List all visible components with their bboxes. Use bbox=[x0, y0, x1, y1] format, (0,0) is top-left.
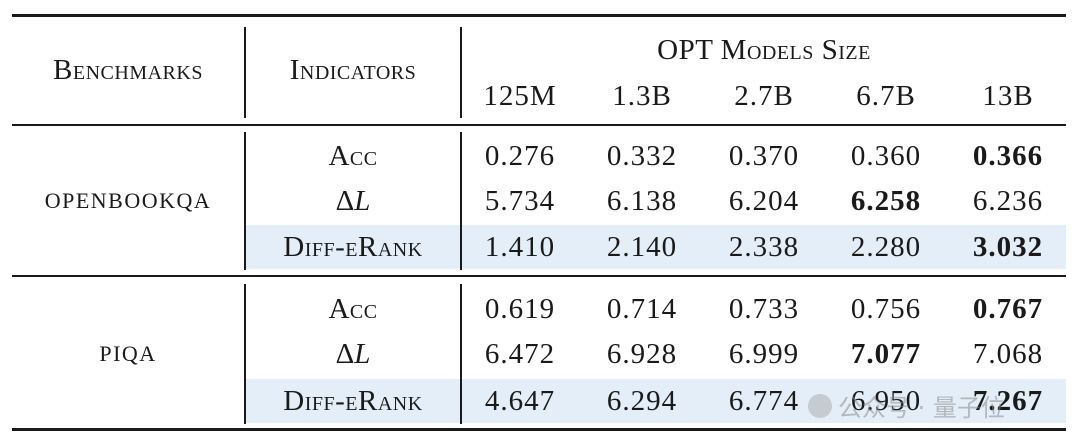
loss-variable: L bbox=[354, 184, 371, 217]
vline-group2-1 bbox=[244, 284, 246, 424]
value-cell: 7.068 bbox=[972, 337, 1044, 370]
top-rule bbox=[12, 14, 1066, 17]
header-benchmarks: Benchmarks bbox=[53, 53, 203, 86]
benchmark-name: OPENBOOKQA bbox=[44, 188, 212, 213]
value-cell: 0.733 bbox=[728, 292, 800, 325]
value-cell: 7.077 bbox=[850, 337, 922, 370]
value-cell: 0.276 bbox=[484, 139, 556, 172]
value-cell: 6.999 bbox=[728, 337, 800, 370]
value-cell: 0.370 bbox=[728, 139, 800, 172]
loss-variable: L bbox=[354, 337, 371, 370]
value-cell: 6.236 bbox=[972, 184, 1044, 217]
value-cell: 2.280 bbox=[850, 230, 922, 263]
indicator-text: Acc bbox=[328, 139, 378, 172]
results-table: Benchmarks Indicators OPT Models Size 12… bbox=[12, 14, 1066, 432]
value-cell: 6.472 bbox=[484, 337, 556, 370]
value-cell: 4.647 bbox=[484, 384, 556, 417]
value-cell: 7.267 bbox=[972, 384, 1044, 417]
highlight-row-piqa bbox=[244, 379, 1066, 423]
indicator-label: Acc bbox=[246, 287, 460, 331]
vline-group1-1 bbox=[244, 132, 246, 270]
value-cell: 0.756 bbox=[850, 292, 922, 325]
highlight-row-openbookqa bbox=[244, 225, 1066, 269]
delta-symbol: Δ bbox=[335, 337, 355, 370]
value-cell: 6.950 bbox=[850, 384, 922, 417]
indicator-label: Diff-eRank bbox=[246, 379, 460, 423]
watermark: 公众号 · 量子位 bbox=[808, 388, 1005, 423]
indicator-text: Acc bbox=[328, 292, 378, 325]
header-size-4: 6.7B bbox=[856, 79, 916, 112]
header-group-title: OPT Models Size bbox=[462, 28, 1066, 72]
bottom-rule bbox=[12, 428, 1066, 431]
value-cell: 0.332 bbox=[606, 139, 678, 172]
value-cell: 6.774 bbox=[728, 384, 800, 417]
value-cell: 0.714 bbox=[606, 292, 678, 325]
value-cell: 0.619 bbox=[484, 292, 556, 325]
indicator-text: Diff-eRank bbox=[283, 230, 423, 263]
indicator-label: Acc bbox=[246, 134, 460, 178]
watermark-text: 公众号 · 量子位 bbox=[838, 394, 1005, 422]
vline-header-1 bbox=[244, 27, 246, 118]
value-cell: 5.734 bbox=[484, 184, 556, 217]
vline-group2-2 bbox=[460, 284, 462, 424]
value-cell: 3.032 bbox=[972, 230, 1044, 263]
indicator-text: Diff-eRank bbox=[283, 384, 423, 417]
value-cell: 2.140 bbox=[606, 230, 678, 263]
value-cell: 6.258 bbox=[850, 184, 922, 217]
header-indicators: Indicators bbox=[289, 53, 417, 86]
group-rule bbox=[12, 275, 1066, 277]
header-size-2: 1.3B bbox=[612, 79, 672, 112]
value-cell: 6.928 bbox=[606, 337, 678, 370]
delta-symbol: Δ bbox=[335, 184, 355, 217]
header-size-3: 2.7B bbox=[734, 79, 794, 112]
value-cell: 1.410 bbox=[484, 230, 556, 263]
header-group-title-text: OPT Models Size bbox=[657, 33, 871, 66]
value-cell: 6.294 bbox=[606, 384, 678, 417]
indicator-label: Diff-eRank bbox=[246, 225, 460, 269]
value-cell: 0.360 bbox=[850, 139, 922, 172]
wechat-icon bbox=[808, 393, 832, 418]
value-cell: 0.767 bbox=[972, 292, 1044, 325]
benchmark-name: PIQA bbox=[99, 341, 157, 366]
value-cell: 0.366 bbox=[972, 139, 1044, 172]
header-rule bbox=[12, 124, 1066, 126]
value-cell: 6.138 bbox=[606, 184, 678, 217]
vline-group1-2 bbox=[460, 132, 462, 270]
vline-header-2 bbox=[460, 27, 462, 118]
header-size-5: 13B bbox=[982, 79, 1034, 112]
value-cell: 6.204 bbox=[728, 184, 800, 217]
header-size-1: 125M bbox=[483, 79, 557, 112]
value-cell: 2.338 bbox=[728, 230, 800, 263]
